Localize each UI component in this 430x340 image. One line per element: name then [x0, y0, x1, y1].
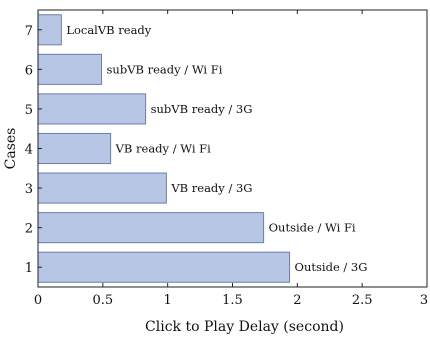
- bar-case-5: [37, 93, 147, 125]
- y-tick-label: 3: [25, 182, 33, 197]
- bar-case-3: [37, 172, 167, 204]
- y-tick-label: 1: [25, 261, 33, 276]
- bar-label-case-1: Outside / 3G: [295, 260, 368, 274]
- y-tick-label: 5: [25, 103, 33, 118]
- y-axis-label: Cases: [3, 128, 19, 170]
- bar-label-case-7: LocalVB ready: [66, 23, 151, 37]
- bar-case-1: [37, 251, 291, 283]
- bar-label-case-3: VB ready / 3G: [170, 181, 252, 195]
- x-tick-label: 3: [420, 293, 428, 308]
- x-tick-label: 2: [293, 293, 301, 308]
- x-axis-label: Click to Play Delay (second): [145, 319, 344, 335]
- bar-case-4: [37, 132, 112, 165]
- x-tick-label: 1.5: [222, 293, 243, 308]
- bar-label-case-2: Outside / Wi Fi: [269, 221, 356, 235]
- x-tick-label: 0: [34, 293, 42, 308]
- x-tick-label: 2.5: [352, 293, 373, 308]
- y-tick-label: 6: [25, 63, 33, 78]
- y-tick-label: 7: [25, 24, 33, 39]
- x-tick-label: 1: [164, 293, 172, 308]
- bar-label-case-5: subVB ready / 3G: [151, 102, 253, 116]
- bar-label-case-4: VB ready / Wi Fi: [115, 142, 212, 156]
- y-tick-label: 4: [25, 143, 33, 158]
- bar-case-2: [37, 212, 265, 244]
- x-tick-label: 0.5: [92, 293, 113, 308]
- y-tick-label: 2: [25, 222, 33, 237]
- bar-label-case-6: subVB ready / Wi Fi: [107, 62, 223, 76]
- bar-case-6: [37, 53, 103, 85]
